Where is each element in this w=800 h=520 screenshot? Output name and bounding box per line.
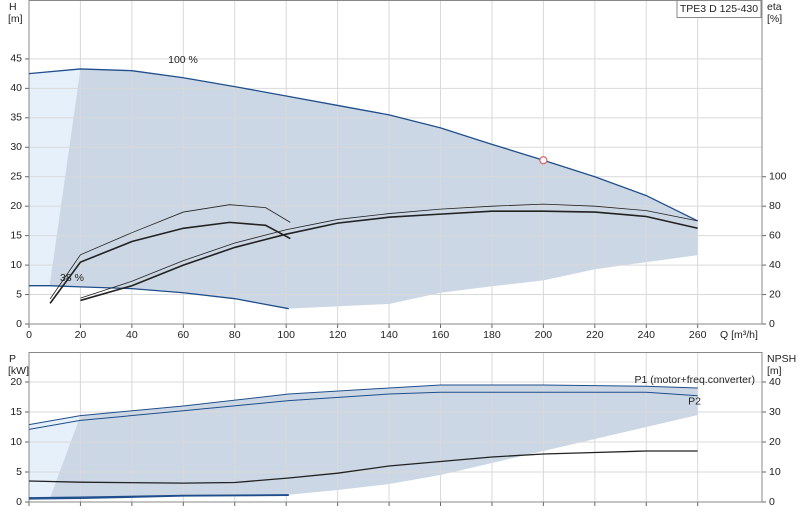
y2-tick-label: 40 (769, 376, 781, 388)
x-tick-label: 180 (483, 329, 501, 341)
y-tick-label: 15 (10, 229, 22, 241)
y2-tick-label: 60 (769, 229, 781, 241)
series-label: 100 % (168, 54, 198, 66)
series-label: P2 (688, 396, 701, 408)
y-tick-label: 40 (10, 82, 22, 94)
x-tick-label: 140 (380, 329, 398, 341)
curve (80, 210, 698, 302)
y-axis-unit: [m] (8, 13, 23, 25)
x-tick-label: 40 (126, 329, 138, 341)
curve (49, 204, 291, 300)
x-tick-label: 240 (637, 329, 655, 341)
y2-tick-label: 20 (769, 288, 781, 300)
plot-frame (28, 0, 763, 325)
y-tick-label: 5 (16, 288, 22, 300)
y-tick-label: 5 (16, 466, 22, 478)
curve (80, 203, 698, 299)
y-tick-label: 10 (10, 436, 22, 448)
curve (28, 68, 698, 222)
curve (49, 221, 291, 304)
y-tick-label: 35 (10, 112, 22, 124)
title-box (676, 0, 762, 18)
y2-tick-label: 10 (769, 466, 781, 478)
curve (28, 450, 698, 484)
x-tick-label: 80 (229, 329, 241, 341)
y2-axis-unit: [m] (767, 365, 782, 377)
y-tick-label: 15 (10, 406, 22, 418)
x-tick-label: 20 (75, 329, 87, 341)
y-tick-label: 30 (10, 141, 22, 153)
plot-frame (28, 352, 763, 503)
y-tick-label: 0 (16, 496, 22, 508)
curve (29, 285, 289, 310)
x-tick-label: 0 (26, 329, 32, 341)
y-tick-label: 10 (10, 259, 22, 271)
y2-axis-unit: [%] (767, 13, 782, 25)
extended-area (29, 415, 81, 499)
x-tick-label: 60 (177, 329, 189, 341)
y-tick-label: 25 (10, 171, 22, 183)
y2-tick-label: 0 (769, 496, 775, 508)
x-tick-label: 160 (432, 329, 450, 341)
series-label: P1 (motor+freq.converter) (634, 374, 755, 386)
extended-area (29, 68, 81, 286)
y-tick-label: 20 (10, 376, 22, 388)
y2-tick-label: 0 (769, 318, 775, 330)
x-axis-label: Q [m³/h] (720, 329, 758, 341)
x-tick-label: 200 (535, 329, 553, 341)
y2-tick-label: 20 (769, 436, 781, 448)
duty-point (539, 156, 548, 165)
y2-tick-label: 40 (769, 259, 781, 271)
y2-axis-label: NPSH (767, 353, 796, 365)
y-axis-label: P (9, 353, 16, 365)
y2-tick-label: 80 (769, 200, 781, 212)
curve (28, 391, 698, 430)
chart-title: TPE3 D 125-430 (680, 3, 758, 15)
curve (28, 494, 289, 500)
y-tick-label: 45 (10, 53, 22, 65)
y-axis-label: H (9, 1, 17, 13)
y2-tick-label: 100 (769, 171, 787, 183)
y2-tick-label: 30 (769, 406, 781, 418)
area (49, 68, 698, 309)
x-tick-label: 120 (329, 329, 347, 341)
x-tick-label: 260 (689, 329, 707, 341)
curve (28, 384, 698, 426)
y-tick-label: 0 (16, 318, 22, 330)
y-axis-unit: [kW] (8, 365, 29, 377)
y-tick-label: 20 (10, 200, 22, 212)
x-tick-label: 100 (277, 329, 295, 341)
x-tick-label: 220 (586, 329, 604, 341)
y2-axis-label: eta (767, 1, 782, 13)
